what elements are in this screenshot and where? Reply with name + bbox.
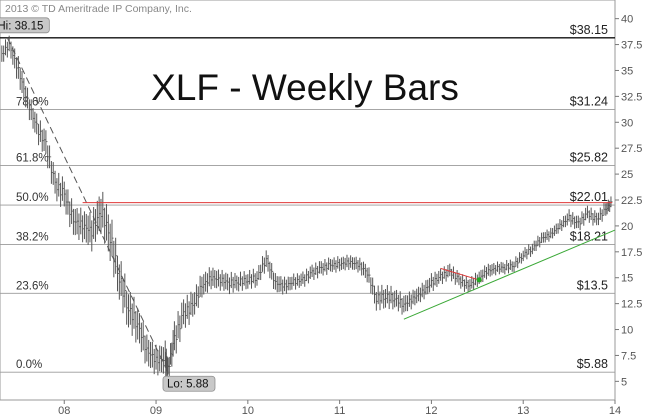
fib-level-price: $5.88 xyxy=(577,357,608,371)
trendline xyxy=(403,229,616,320)
fib-level-price: $22.01 xyxy=(570,190,608,204)
fib-level-price: $31.24 xyxy=(570,94,608,108)
fib-level-price: $25.82 xyxy=(570,151,608,165)
chart-title: XLF - Weekly Bars xyxy=(151,67,459,108)
y-tick-label: 32.5 xyxy=(621,91,642,103)
y-tick-label: 5 xyxy=(621,376,627,388)
y-tick-label: 7.5 xyxy=(621,350,636,362)
x-tick-label: 09 xyxy=(150,405,162,416)
fib-level-pct: 23.6% xyxy=(16,280,49,292)
high-label-box xyxy=(0,17,50,34)
trendline xyxy=(440,267,483,282)
y-tick-label: 12.5 xyxy=(621,299,642,311)
y-tick-label: 20 xyxy=(621,221,633,233)
x-tick-label: 10 xyxy=(242,405,254,416)
y-tick-label: 10 xyxy=(621,325,633,337)
fib-level-price: $38.15 xyxy=(570,23,608,37)
x-axis: 08 09 10 11 12 13 14 xyxy=(58,400,621,416)
x-tick-label: 14 xyxy=(609,405,621,416)
fib-level-price: $13.5 xyxy=(577,278,608,292)
y-tick-label: 30 xyxy=(621,117,633,129)
x-tick-label: 11 xyxy=(334,405,345,416)
x-tick-label: 12 xyxy=(425,405,437,416)
y-tick-label: 35 xyxy=(621,65,633,77)
signal-marker xyxy=(476,277,482,283)
y-axis: 5 7.5 10 12.5 15 17.5 20 22.5 25 27.5 30 32.5 35 37.5… xyxy=(615,14,642,388)
trendlines xyxy=(6,37,616,373)
low-label-box xyxy=(162,375,216,392)
price-bars xyxy=(1,35,613,377)
fib-level-pct: 61.8% xyxy=(16,153,49,165)
trendline xyxy=(6,37,169,373)
fib-level-pct: 50.0% xyxy=(16,192,49,204)
fib-level-pct: 78.6% xyxy=(16,96,49,108)
annotations: Hi: 38.15 Lo: 5.88 xyxy=(0,17,216,392)
fib-level-pct: 0.0% xyxy=(16,359,42,371)
fib-levels: $38.15 78.6% $31.24 61.8% $25.82 50.0% $22.01 3… xyxy=(0,23,615,373)
y-tick-label: 27.5 xyxy=(621,143,642,155)
y-tick-label: 37.5 xyxy=(621,40,642,52)
low-label: Lo: 5.88 xyxy=(167,379,209,391)
y-tick-label: 22.5 xyxy=(621,195,642,207)
high-label: Hi: 38.15 xyxy=(0,20,43,32)
fib-level-price: $18.21 xyxy=(570,229,608,243)
y-tick-label: 17.5 xyxy=(621,247,642,259)
copyright-text: 2013 © TD Ameritrade IP Company, Inc. xyxy=(5,3,192,15)
x-tick-label: 08 xyxy=(58,405,70,416)
x-tick-label: 13 xyxy=(517,405,529,416)
y-tick-label: 15 xyxy=(621,273,633,285)
fib-level-pct: 38.2% xyxy=(16,231,49,243)
y-tick-label: 25 xyxy=(621,169,633,181)
y-tick-label: 40 xyxy=(621,14,633,26)
